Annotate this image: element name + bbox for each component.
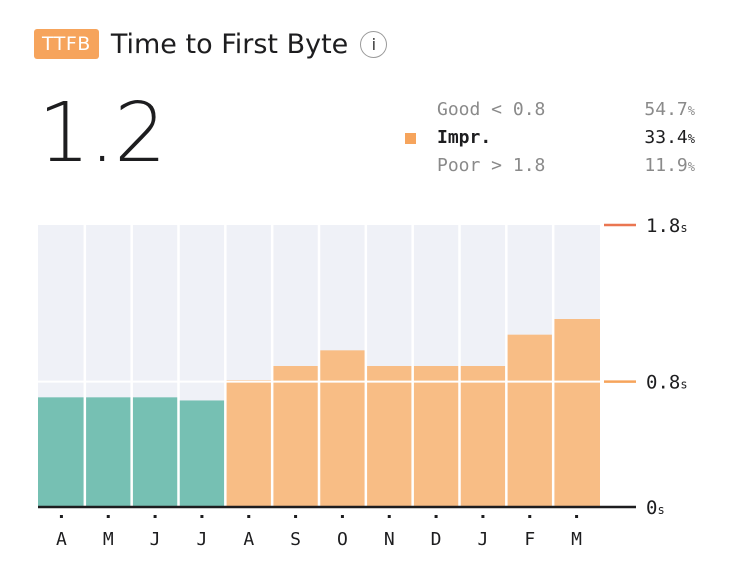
legend-row-good: Good < 0.8 54.7%: [400, 96, 695, 124]
bar: [319, 350, 366, 507]
bar: [506, 334, 554, 507]
bar: [225, 380, 273, 507]
info-glyph: i: [371, 34, 377, 54]
legend-label-good: Good < 0.8: [437, 99, 546, 120]
bar: [38, 397, 85, 507]
metric-badge: TTFB: [34, 29, 99, 59]
bar: [412, 366, 460, 507]
legend-row-poor: Poor > 1.8 11.9%: [400, 152, 695, 180]
x-tick-label: A: [243, 529, 254, 550]
tick-dot: [575, 515, 579, 518]
legend-percent-unit: %: [687, 160, 695, 174]
bar: [459, 366, 507, 507]
tick-dot: [59, 515, 63, 518]
legend-label-poor: Poor > 1.8: [437, 155, 546, 176]
bar: [84, 397, 132, 507]
legend-percent-poor: 11.9%: [644, 152, 695, 181]
x-tick-label: J: [150, 529, 161, 550]
bar: [131, 397, 179, 507]
x-tick-label: O: [337, 529, 348, 550]
threshold-label: 1.8s: [646, 215, 688, 237]
legend-swatch-improvement: [405, 133, 416, 144]
threshold-unit: s: [680, 221, 687, 235]
x-tick-label: N: [384, 529, 395, 550]
legend-percent-value: 33.4: [644, 127, 688, 148]
tick-dot: [200, 515, 204, 518]
x-tick-label: J: [196, 529, 207, 550]
threshold-value: 0: [646, 497, 657, 519]
threshold-value: 1.8: [646, 215, 680, 237]
tick-dot: [434, 515, 438, 518]
tick-dot: [340, 515, 344, 518]
tick-dot: [294, 515, 298, 518]
metric-title: Time to First Byte: [110, 28, 349, 60]
bar: [178, 400, 226, 507]
bar: [365, 366, 413, 507]
threshold-value: 0.8: [646, 372, 680, 394]
tick-dot: [153, 515, 157, 518]
tick-dot: [106, 515, 110, 518]
threshold-label: 0.8s: [646, 372, 688, 394]
legend-row-improvement: Impr. 33.4%: [400, 124, 695, 152]
legend-label-improvement: Impr.: [437, 127, 492, 148]
tick-dot: [247, 515, 251, 518]
tick-dot: [528, 515, 532, 518]
bar: [272, 366, 319, 507]
x-tick-label: F: [524, 529, 535, 550]
tick-dot: [481, 515, 485, 518]
legend-percent-value: 54.7: [644, 99, 688, 120]
metric-header: TTFB Time to First Byte i: [34, 26, 388, 62]
legend-percent-improvement: 33.4%: [644, 124, 695, 153]
legend-percent-value: 11.9: [644, 155, 688, 176]
info-icon[interactable]: i: [360, 30, 388, 58]
x-tick-label: M: [571, 529, 582, 550]
x-tick-label: S: [290, 529, 301, 550]
threshold-label: 0s: [646, 497, 665, 519]
metric-value: 1.2: [38, 86, 166, 181]
bar: [553, 319, 600, 507]
x-tick-label: M: [103, 529, 114, 550]
legend-percent-good: 54.7%: [644, 96, 695, 125]
legend-percent-unit: %: [687, 132, 695, 146]
legend-percent-unit: %: [687, 104, 695, 118]
x-tick-label: J: [477, 529, 488, 550]
x-tick-label: D: [431, 529, 442, 550]
tick-dot: [387, 515, 391, 518]
x-tick-label: A: [56, 529, 67, 550]
threshold-unit: s: [657, 503, 664, 517]
threshold-unit: s: [680, 378, 687, 392]
legend: Good < 0.8 54.7% Impr. 33.4% Poor > 1.8 …: [400, 96, 695, 180]
